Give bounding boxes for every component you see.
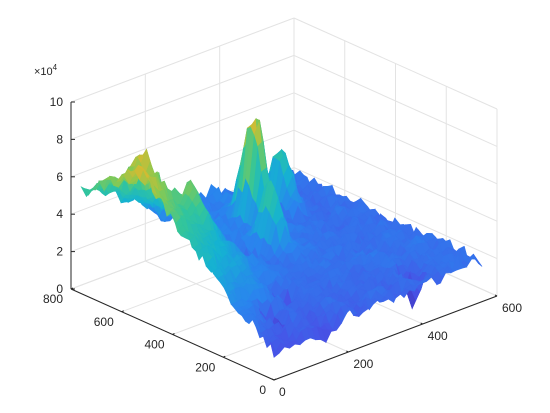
y-tick-label: 800 [43, 292, 63, 306]
y-tick-mark [273, 378, 277, 381]
side-wall-grid-z [293, 129, 498, 222]
y-tick-label: 600 [94, 315, 114, 329]
x-tick-mark [494, 294, 498, 297]
y-tick-mark [223, 355, 226, 358]
x-tick-label: 600 [502, 301, 522, 315]
x-tick-label: 0 [279, 385, 286, 399]
y-tick-label: 0 [259, 383, 266, 397]
x-axis-line [273, 295, 498, 381]
z-exponent-label: ×104 [34, 63, 58, 78]
y-tick-label: 400 [144, 338, 164, 352]
back-wall-grid-z [70, 92, 295, 178]
z-tick-label: 8 [56, 132, 63, 146]
side-wall-grid-z [293, 54, 498, 147]
z-tick-label: 6 [56, 170, 63, 184]
x-tick-mark [420, 322, 423, 325]
x-axis-ticks: 0 200 400 600 [271, 294, 522, 399]
side-wall-grid-z [293, 17, 498, 110]
surface-patch [473, 254, 483, 267]
z-axis-ticks: 0 2 4 6 8 10 [50, 95, 75, 296]
z-tick-label: 10 [50, 95, 64, 109]
y-tick-label: 200 [195, 360, 215, 374]
z-tick-label: 0 [56, 282, 63, 296]
y-tick-mark [121, 310, 124, 313]
side-wall-grid-z [293, 92, 498, 185]
y-axis-ticks: 0 200 400 600 800 [43, 287, 277, 397]
y-tick-mark [172, 333, 175, 335]
back-wall-grid-z [70, 54, 295, 140]
z-tick-label: 4 [56, 207, 63, 221]
surface[interactable] [80, 117, 483, 358]
x-tick-label: 400 [428, 329, 448, 343]
back-wall-grid-z [70, 17, 295, 103]
x-tick-mark [271, 378, 275, 381]
x-tick-label: 200 [353, 357, 373, 371]
side-wall-grid-z [293, 167, 498, 260]
x-tick-mark [346, 350, 349, 353]
z-tick-label: 2 [56, 245, 63, 259]
